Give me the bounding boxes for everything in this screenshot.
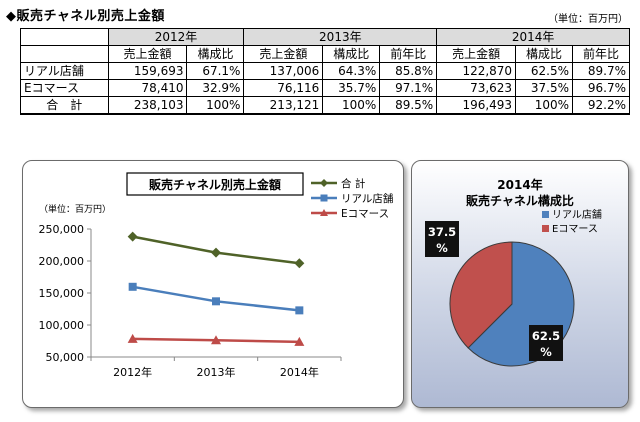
table-title: ◆販売チャネル別売上金額 — [6, 9, 165, 24]
year-header: 2013年 — [243, 28, 438, 46]
table-row: リアル店舗 159,693 67.1% 137,006 64.3% 85.8% … — [20, 62, 630, 80]
column-header-row: 売上金額 構成比 売上金額 構成比 前年比 売上金額 構成比 前年比 — [20, 45, 630, 63]
pie-data-label-unit: % — [436, 241, 448, 255]
legend-marker — [320, 179, 328, 187]
pie-data-label: 62.5 — [532, 329, 560, 343]
table-cell: 92.2% — [572, 96, 630, 115]
line-chart: 販売チャネル別売上金額 （単位：百万円） 50,000 100,000 150,000 2… — [39, 172, 394, 379]
column-header: 売上金額 — [107, 45, 188, 63]
table-row: Eコマース 78,410 32.9% 76,116 35.7% 97.1% 73… — [20, 79, 630, 97]
legend-label: リアル店舗 — [552, 208, 602, 221]
legend-label: リアル店舗 — [341, 192, 394, 205]
table-cell: 89.5% — [379, 96, 438, 115]
row-label: 合 計 — [20, 96, 109, 115]
year-header-row: 2012年 2013年 2014年 — [20, 28, 630, 46]
corner-cell — [20, 28, 109, 46]
column-header: 前年比 — [572, 45, 630, 63]
chart-title: 販売チャネル別売上金額 — [149, 177, 281, 192]
table-cell: 100% — [322, 96, 381, 115]
y-tick-label: 150,000 — [39, 287, 85, 300]
pie-data-label-box — [425, 221, 459, 257]
table-cell: 159,693 — [107, 62, 188, 80]
data-point — [127, 333, 138, 343]
table-cell: 35.7% — [322, 79, 381, 97]
legend-swatch — [542, 225, 549, 232]
pie-slice-1 — [449, 241, 513, 349]
year-header: 2014年 — [436, 28, 630, 46]
table-cell: 32.9% — [186, 79, 245, 97]
line-chart-panel: 販売チャネル別売上金額 （単位：百万円） 50,000 100,000 150,000 2… — [22, 160, 404, 408]
x-tick-label: 2013年 — [197, 365, 236, 379]
pie-data-label-unit: % — [540, 345, 552, 359]
table-cell: 96.7% — [572, 79, 630, 97]
corner-cell — [20, 45, 109, 63]
table-cell: 67.1% — [186, 62, 245, 80]
data-point — [294, 258, 305, 269]
table-cell: 73,623 — [436, 79, 517, 97]
y-tick-label: 50,000 — [46, 351, 85, 364]
pie-title: 販売チャネル構成比 — [466, 193, 574, 208]
table-cell: 122,870 — [436, 62, 517, 80]
table-cell: 100% — [515, 96, 574, 115]
column-header: 構成比 — [186, 45, 245, 63]
legend-label: 合 計 — [341, 177, 366, 190]
table-cell: 62.5% — [515, 62, 574, 80]
x-tick-label: 2014年 — [280, 365, 319, 379]
data-point — [128, 282, 137, 291]
table-cell: 137,006 — [243, 62, 324, 80]
unit-label: （単位：百万円） — [39, 203, 111, 215]
column-header: 売上金額 — [243, 45, 324, 63]
pie-data-label: 37.5 — [428, 225, 456, 239]
table-cell: 196,493 — [436, 96, 517, 115]
data-point — [294, 336, 305, 346]
y-tick-label: 200,000 — [39, 255, 85, 268]
unit-label: （単位：百万円） — [548, 14, 628, 25]
chart-title-box — [126, 172, 304, 196]
table-cell: 100% — [186, 96, 245, 115]
table-row-total: 合 計 238,103 100% 213,121 100% 89.5% 196,… — [20, 96, 630, 115]
column-header: 構成比 — [322, 45, 381, 63]
y-tick-label: 100,000 — [39, 319, 85, 332]
column-header: 前年比 — [379, 45, 438, 63]
pie-title-year: 2014年 — [497, 177, 542, 192]
data-point — [127, 231, 138, 242]
data-point — [295, 306, 304, 315]
pie-data-label-box — [529, 325, 563, 361]
y-tick-label: 250,000 — [39, 223, 85, 236]
table-cell: 89.7% — [572, 62, 630, 80]
data-point — [212, 297, 220, 306]
row-label: リアル店舗 — [20, 62, 109, 80]
year-header: 2012年 — [107, 28, 245, 46]
row-label: Eコマース — [20, 79, 109, 97]
table-cell: 76,116 — [243, 79, 324, 97]
data-point — [211, 247, 221, 258]
legend-marker — [320, 194, 328, 202]
table-cell: 238,103 — [107, 96, 188, 115]
table-cell: 64.3% — [322, 62, 381, 80]
table-cell: 37.5% — [515, 79, 574, 97]
legend-marker — [320, 209, 328, 216]
column-header: 構成比 — [515, 45, 574, 63]
legend-label: Eコマース — [552, 224, 598, 235]
table-cell: 97.1% — [379, 79, 438, 97]
sales-table: 2012年 2013年 2014年 売上金額 構成比 売上金額 構成比 前年比 … — [20, 28, 630, 115]
x-tick-label: 2012年 — [113, 365, 152, 379]
pie-chart-panel: 2014年 販売チャネル構成比 62.5% 37.5% リアル店舗 Eコマース — [411, 160, 629, 408]
legend-label: Eコマース — [341, 208, 389, 220]
column-header: 売上金額 — [436, 45, 517, 63]
legend-swatch — [542, 211, 549, 218]
table-cell: 213,121 — [243, 96, 324, 115]
table-cell: 85.8% — [379, 62, 438, 80]
table-cell: 78,410 — [107, 79, 188, 97]
data-point — [211, 335, 221, 345]
